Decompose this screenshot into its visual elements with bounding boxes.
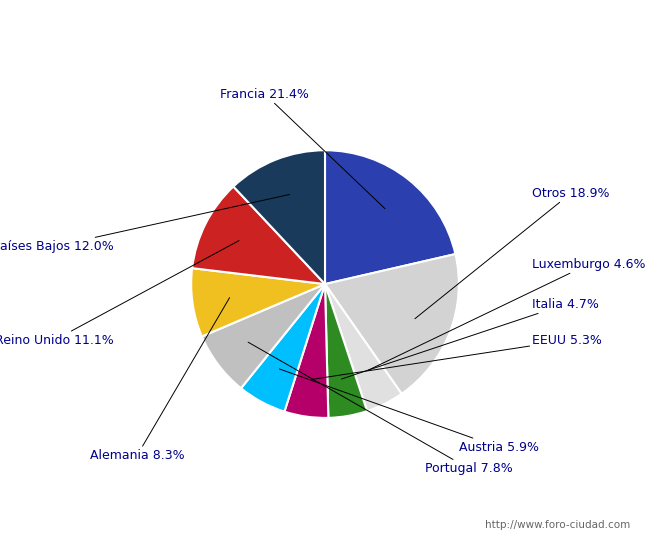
Wedge shape (285, 284, 328, 418)
Wedge shape (192, 186, 325, 284)
Text: Luxemburgo 4.6%: Luxemburgo 4.6% (368, 257, 646, 370)
Wedge shape (325, 254, 459, 394)
Text: http://www.foro-ciudad.com: http://www.foro-ciudad.com (486, 520, 630, 530)
Text: Italia 4.7%: Italia 4.7% (341, 298, 599, 379)
Wedge shape (202, 284, 325, 388)
Text: Francia 21.4%: Francia 21.4% (220, 87, 385, 208)
Text: Portugal 7.8%: Portugal 7.8% (248, 342, 513, 475)
Text: Alemania 8.3%: Alemania 8.3% (90, 298, 229, 462)
Text: Otros 18.9%: Otros 18.9% (415, 186, 610, 318)
Text: Espartinas - Turistas extranjeros según país - Abril de 2024: Espartinas - Turistas extranjeros según … (99, 24, 551, 40)
Wedge shape (233, 150, 325, 284)
Wedge shape (325, 284, 402, 411)
Text: Países Bajos 12.0%: Países Bajos 12.0% (0, 195, 289, 253)
Wedge shape (325, 150, 456, 284)
Wedge shape (325, 284, 367, 418)
Text: EEUU 5.3%: EEUU 5.3% (311, 334, 603, 379)
Wedge shape (191, 268, 325, 337)
Wedge shape (241, 284, 325, 411)
Text: Austria 5.9%: Austria 5.9% (280, 369, 539, 454)
Text: Reino Unido 11.1%: Reino Unido 11.1% (0, 240, 239, 347)
